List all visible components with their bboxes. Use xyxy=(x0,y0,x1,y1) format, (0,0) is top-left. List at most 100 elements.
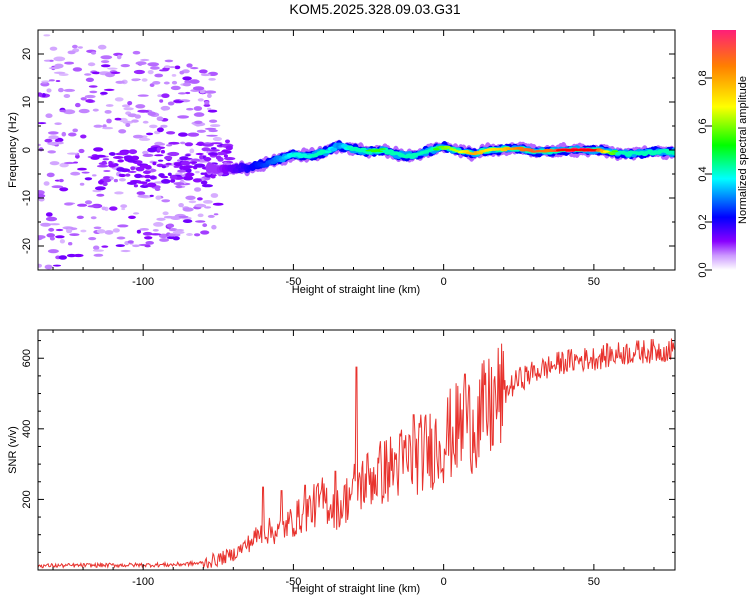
noise-blob xyxy=(63,161,76,165)
noise-blob xyxy=(158,173,165,178)
noise-blob xyxy=(200,73,211,77)
ridge-mark xyxy=(608,152,616,156)
noise-blob xyxy=(170,178,176,183)
noise-blob xyxy=(120,204,128,209)
noise-blob xyxy=(207,109,218,113)
noise-blob xyxy=(194,163,206,168)
y-tick-label: 0 xyxy=(21,147,33,153)
noise-blob xyxy=(41,82,48,84)
noise-blob xyxy=(174,65,181,70)
noise-blob xyxy=(66,228,73,234)
noise-blob xyxy=(195,143,204,146)
noise-blob xyxy=(215,155,222,160)
noise-blob xyxy=(64,61,75,65)
noise-blob xyxy=(209,119,218,123)
ridge-mark xyxy=(611,150,619,153)
snr-plot-area xyxy=(38,338,675,569)
noise-blob xyxy=(182,82,192,87)
noise-blob xyxy=(161,93,170,98)
noise-blob xyxy=(72,67,83,72)
noise-blob xyxy=(127,240,134,244)
noise-blob xyxy=(179,156,189,161)
noise-blob xyxy=(160,143,166,146)
noise-blob xyxy=(132,50,141,55)
noise-blob xyxy=(96,229,106,234)
noise-blob xyxy=(93,124,103,128)
noise-blob xyxy=(195,220,206,223)
noise-blob xyxy=(173,162,183,167)
x-tick-label: 50 xyxy=(588,276,600,288)
noise-blob xyxy=(185,172,195,177)
noise-blob xyxy=(68,132,77,137)
noise-blob xyxy=(79,182,85,186)
noise-blob xyxy=(179,70,185,75)
noise-blob xyxy=(153,222,164,227)
noise-blob xyxy=(168,66,176,69)
noise-blob xyxy=(177,115,190,119)
noise-blob xyxy=(161,199,171,203)
noise-blob xyxy=(47,131,59,135)
noise-blob xyxy=(77,203,88,207)
noise-blob xyxy=(204,101,210,105)
noise-blob xyxy=(59,162,69,168)
noise-blob xyxy=(145,241,154,245)
noise-blob xyxy=(49,59,54,62)
noise-blob xyxy=(169,175,178,180)
noise-blob xyxy=(72,128,78,133)
noise-blob xyxy=(200,230,210,235)
noise-blob xyxy=(139,228,149,231)
noise-blob xyxy=(171,80,178,85)
noise-blob xyxy=(145,179,151,182)
noise-blob xyxy=(157,159,164,162)
noise-blob xyxy=(127,160,137,163)
noise-blob xyxy=(75,154,80,159)
noise-blob xyxy=(118,129,127,134)
noise-blob xyxy=(105,104,114,107)
noise-blob xyxy=(160,124,168,128)
noise-blob xyxy=(140,58,150,62)
noise-blob xyxy=(195,152,204,156)
noise-blob xyxy=(47,150,56,154)
noise-blob xyxy=(75,102,81,108)
noise-blob xyxy=(47,141,59,146)
noise-blob xyxy=(181,165,189,171)
noise-blob xyxy=(44,138,53,143)
snr-frame xyxy=(37,329,676,571)
noise-blob xyxy=(168,228,178,232)
noise-blob xyxy=(63,94,71,98)
noise-blob xyxy=(38,143,41,147)
noise-blob xyxy=(136,191,146,196)
noise-blob xyxy=(202,223,208,228)
spectrogram-x-ticks: -100 -50 0 50 xyxy=(52,30,655,288)
noise-blob xyxy=(135,61,147,66)
noise-blob xyxy=(116,54,122,60)
noise-blob xyxy=(91,71,102,75)
noise-blob xyxy=(141,78,148,82)
noise-blob xyxy=(115,244,126,248)
noise-blob xyxy=(117,224,129,228)
noise-blob xyxy=(196,129,206,133)
noise-blob xyxy=(167,151,180,157)
noise-blob xyxy=(110,71,121,75)
noise-blob xyxy=(149,124,158,129)
noise-blob xyxy=(170,85,181,91)
noise-blob xyxy=(93,253,104,257)
noise-blob xyxy=(38,235,43,241)
noise-blob xyxy=(127,170,137,173)
noise-blob xyxy=(59,187,69,192)
noise-blob xyxy=(108,163,117,168)
noise-blob xyxy=(53,71,66,75)
x-tick-label: -100 xyxy=(132,576,154,588)
noise-blob xyxy=(78,148,85,154)
noise-blob xyxy=(46,88,52,93)
noise-blob xyxy=(225,145,233,151)
noise-blob xyxy=(55,235,65,239)
noise-blob xyxy=(55,228,64,232)
noise-blob xyxy=(146,132,154,136)
noise-blob xyxy=(114,191,124,195)
noise-blob xyxy=(168,233,176,237)
noise-blob xyxy=(49,223,60,226)
ridge-mark xyxy=(438,145,446,148)
noise-blob xyxy=(164,65,171,69)
noise-blob xyxy=(152,161,157,166)
